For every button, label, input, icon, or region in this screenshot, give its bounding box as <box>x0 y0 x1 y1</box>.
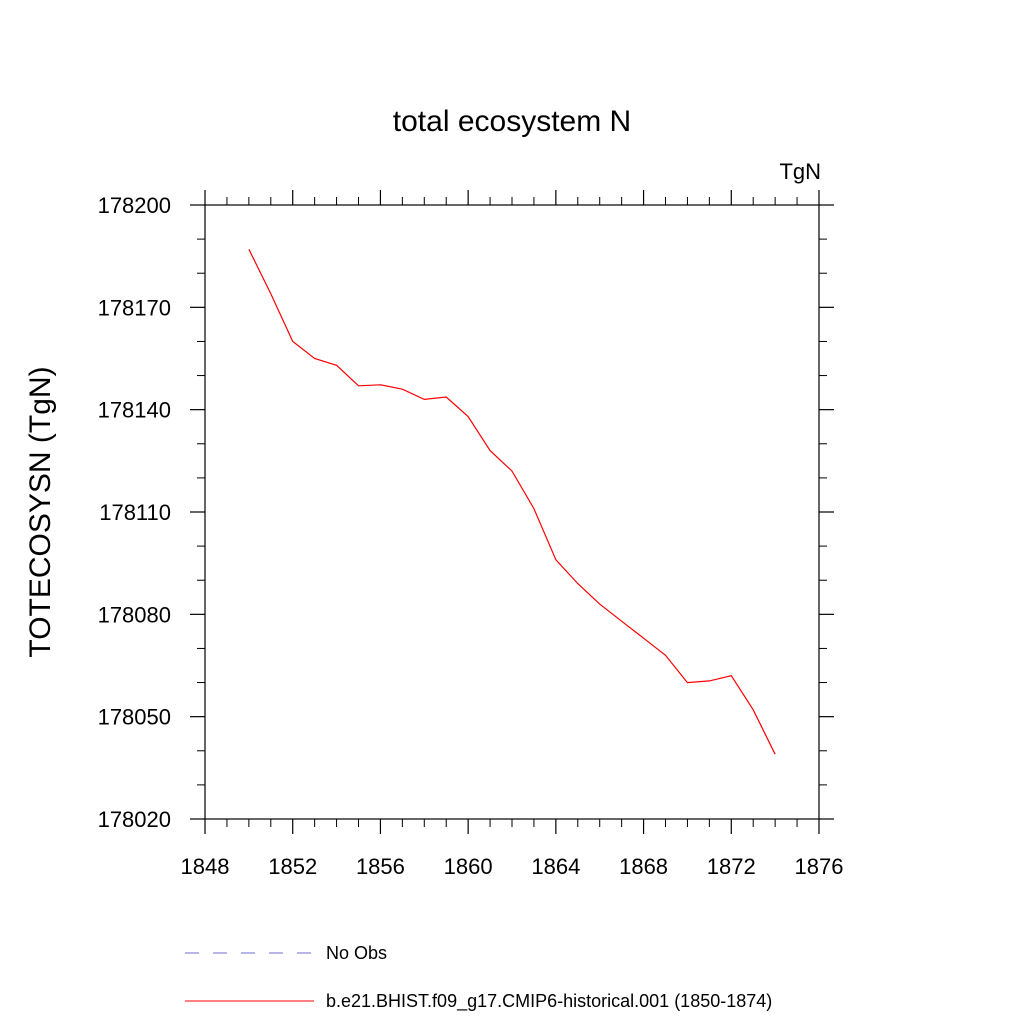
legend: No Obs b.e21.BHIST.f09_g17.CMIP6-histori… <box>185 943 772 1012</box>
series-line <box>248 249 776 755</box>
x-tick-label: 1872 <box>707 854 756 879</box>
legend-label-no-obs: No Obs <box>326 943 387 963</box>
y-tick-label: 178020 <box>98 807 171 832</box>
axis-ticks: 1848 1852 1856 1860 1864 1868 1872 1876 178020 17… <box>98 190 844 879</box>
units-label: TgN <box>779 159 821 184</box>
x-tick-label: 1860 <box>444 854 493 879</box>
y-tick-label: 178200 <box>98 193 171 218</box>
x-tick-label: 1876 <box>795 854 844 879</box>
x-tick-label: 1848 <box>181 854 230 879</box>
legend-label-model: b.e21.BHIST.f09_g17.CMIP6-historical.001… <box>326 991 772 1012</box>
series-layer <box>248 249 776 755</box>
y-tick-label: 178170 <box>98 295 171 320</box>
y-tick-label: 178050 <box>98 705 171 730</box>
x-tick-label: 1852 <box>268 854 317 879</box>
plot-frame <box>204 204 820 820</box>
x-tick-label: 1864 <box>531 854 580 879</box>
y-tick-label: 178080 <box>98 602 171 627</box>
y-tick-label: 178140 <box>98 398 171 423</box>
chart-title: total ecosystem N <box>393 105 631 138</box>
y-axis-label: TOTECOSYSN (TgN) <box>24 366 57 657</box>
x-tick-label: 1868 <box>619 854 668 879</box>
y-tick-label: 178110 <box>99 500 171 525</box>
x-tick-label: 1856 <box>356 854 405 879</box>
